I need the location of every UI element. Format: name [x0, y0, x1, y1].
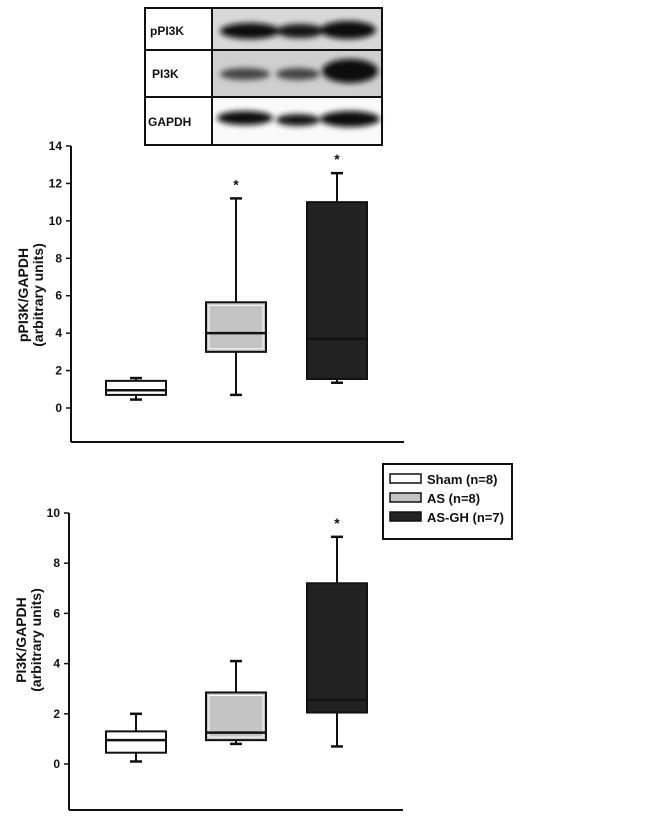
y-tick-label: 6	[53, 606, 60, 620]
legend-label: AS (n=8)	[427, 491, 480, 506]
legend: Sham (n=8) AS (n=8) AS-GH (n=7)	[382, 463, 513, 540]
box-iqr	[306, 582, 368, 714]
western-blot: pPI3K PI3K GAPDH	[144, 7, 383, 146]
legend-swatch	[389, 492, 422, 503]
y-axis-label-units: (arbitrary units)	[28, 588, 44, 691]
significance-marker: *	[334, 515, 340, 531]
blot-label-gapdh: GAPDH	[148, 115, 191, 129]
y-tick-label: 14	[49, 139, 63, 153]
legend-swatch	[389, 511, 422, 522]
box-1: *	[205, 176, 267, 397]
box-1	[205, 659, 267, 746]
box-inner-outline	[108, 733, 164, 751]
chart-pi3k: 0 2 4 6 8 10 PI3K/GAPDH (arbitrary units) *	[13, 506, 403, 811]
blot-bands	[217, 21, 380, 127]
legend-label: AS-GH (n=7)	[427, 510, 504, 525]
box-2: *	[306, 151, 368, 384]
blot-label-pi3k: PI3K	[152, 67, 179, 81]
y-tick-label: 8	[53, 556, 60, 570]
significance-marker: *	[334, 151, 340, 167]
blot-label-ppi3k: pPI3K	[150, 24, 184, 38]
y-tick-label: 8	[55, 251, 62, 265]
y-tick-label: 10	[49, 214, 63, 228]
y-axis-label: PI3K/GAPDH	[13, 597, 29, 683]
y-tick-label: 0	[53, 757, 60, 771]
y-axis-label-units: (arbitrary units)	[30, 243, 46, 346]
box-inner-outline	[309, 585, 365, 711]
y-tick-label: 10	[47, 506, 61, 520]
legend-label: Sham (n=8)	[427, 472, 497, 487]
box-2: *	[306, 515, 368, 748]
box-inner-outline	[108, 383, 164, 393]
chart-ppi3k: 0 2 4 6 8 10 12 14 pPI3K/GAPDH (arbitrary units) *…	[15, 139, 404, 443]
box-inner-outline	[309, 204, 365, 377]
legend-swatch	[389, 473, 422, 484]
y-tick-label: 6	[55, 289, 62, 303]
box-iqr	[306, 201, 368, 380]
significance-marker: *	[233, 176, 239, 192]
y-tick-label: 4	[55, 326, 62, 340]
box-inner-outline	[208, 694, 264, 738]
y-axis-label: pPI3K/GAPDH	[15, 248, 31, 342]
box-iqr	[205, 301, 267, 353]
box-iqr	[105, 730, 167, 754]
y-tick-label: 2	[55, 364, 62, 378]
box-iqr	[105, 379, 167, 396]
box-0	[105, 376, 167, 401]
box-0	[105, 712, 167, 763]
box-inner-outline	[208, 304, 264, 350]
y-tick-label: 12	[49, 176, 63, 190]
y-tick-label: 0	[55, 401, 62, 415]
y-tick-label: 2	[53, 707, 60, 721]
y-tick-label: 4	[53, 657, 60, 671]
